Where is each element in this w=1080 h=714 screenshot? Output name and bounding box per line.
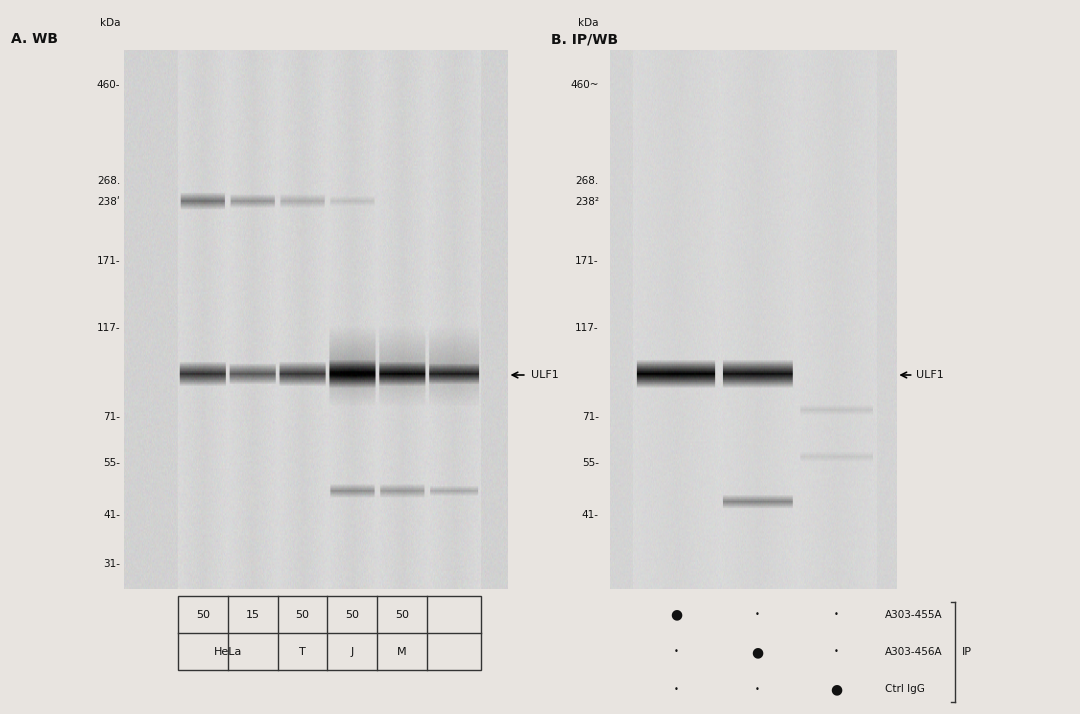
Text: 171-: 171- (576, 256, 598, 266)
Text: 238ʹ: 238ʹ (97, 197, 120, 207)
Text: A. WB: A. WB (11, 32, 58, 46)
Text: T: T (299, 647, 306, 657)
Text: 238²: 238² (575, 197, 598, 207)
Text: 55-: 55- (104, 458, 120, 468)
Text: A303-455A: A303-455A (885, 610, 943, 620)
Text: A303-456A: A303-456A (885, 647, 943, 657)
Text: ULF1: ULF1 (530, 370, 558, 380)
Text: 71-: 71- (582, 412, 598, 422)
Text: 31-: 31- (104, 560, 120, 570)
Text: kDa: kDa (99, 19, 120, 29)
Text: ULF1: ULF1 (917, 370, 944, 380)
Text: 41-: 41- (582, 510, 598, 520)
Text: 171-: 171- (97, 256, 120, 266)
Text: •: • (755, 610, 760, 619)
Text: IP: IP (961, 647, 972, 657)
Text: •: • (674, 685, 678, 693)
Text: HeLa: HeLa (214, 647, 242, 657)
Text: 460-: 460- (97, 80, 120, 90)
Text: ●: ● (831, 682, 842, 696)
Text: 117-: 117- (97, 323, 120, 333)
Text: B. IP/WB: B. IP/WB (551, 32, 618, 46)
Text: 50: 50 (346, 610, 360, 620)
Text: 268.: 268. (576, 176, 598, 186)
Text: M: M (397, 647, 407, 657)
Text: Ctrl IgG: Ctrl IgG (885, 684, 924, 694)
Text: ●: ● (752, 645, 764, 659)
Text: 41-: 41- (104, 510, 120, 520)
Text: 268.: 268. (97, 176, 120, 186)
Text: 50: 50 (296, 610, 310, 620)
Text: 15: 15 (245, 610, 259, 620)
Text: 55-: 55- (582, 458, 598, 468)
Text: •: • (674, 648, 678, 656)
Text: •: • (755, 685, 760, 693)
Text: •: • (834, 610, 839, 619)
Text: •: • (834, 648, 839, 656)
Text: J: J (351, 647, 354, 657)
Text: 50: 50 (195, 610, 210, 620)
Text: kDa: kDa (578, 19, 598, 29)
Text: 50: 50 (395, 610, 409, 620)
Text: 117-: 117- (576, 323, 598, 333)
Text: 71-: 71- (104, 412, 120, 422)
Text: 460~: 460~ (570, 80, 598, 90)
Text: ●: ● (670, 608, 683, 622)
